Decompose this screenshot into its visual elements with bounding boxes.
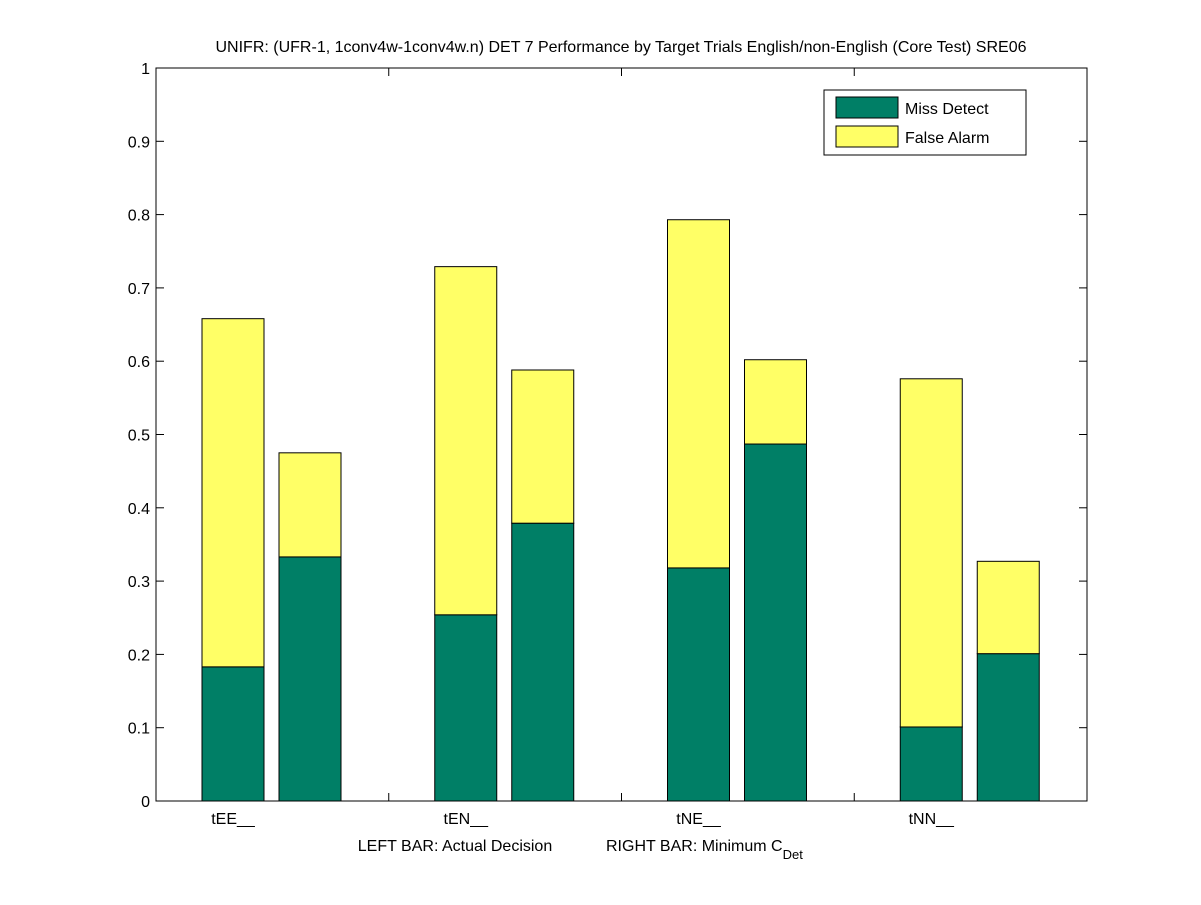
y-tick-label: 0.1	[128, 721, 150, 738]
x-tick-label-tee: tEE__	[211, 811, 256, 828]
bar-tee-actual-decision-false-alarm	[201, 318, 265, 668]
y-tick-label: 0.4	[128, 501, 150, 518]
chart-title: UNIFR: (UFR-1, 1conv4w-1conv4w.n) DET 7 …	[216, 39, 1027, 56]
x-axis-label-right-bar-main: RIGHT BAR: Minimum C	[606, 838, 783, 855]
bar-tne-actual-decision-false-alarm	[667, 219, 730, 569]
y-tick-label: 0.9	[128, 134, 150, 151]
y-tick-label: 0.2	[128, 647, 150, 664]
y-tick-label: 0.3	[128, 574, 150, 591]
x-axis-ticks: tEE__ tEN__ tNE__ tNN__	[211, 68, 955, 828]
y-tick-label: 0.8	[128, 208, 150, 225]
x-axis-label-right-bar-subscript: Det	[783, 847, 804, 862]
x-tick-label-tnn: tNN__	[909, 811, 955, 828]
bar-ten-actual-decision-miss-detect	[434, 614, 498, 802]
y-tick-label: 0.5	[128, 428, 150, 445]
bar-ten-actual-decision-false-alarm	[434, 266, 498, 616]
y-tick-label: 0	[141, 794, 150, 811]
bar-tne-actual-decision-miss-detect	[667, 567, 730, 802]
x-axis-label-left-bar: LEFT BAR: Actual Decision	[358, 838, 552, 855]
bar-tne-minimum-cdet-miss-detect	[744, 443, 807, 802]
y-tick-label: 0.7	[128, 281, 150, 298]
legend-swatch-miss-detect	[835, 96, 899, 119]
bar-ten-minimum-cdet-false-alarm	[511, 369, 575, 524]
bar-ten-minimum-cdet-miss-detect	[511, 522, 575, 802]
legend-label-false-alarm: False Alarm	[905, 130, 989, 147]
y-tick-label: 1	[141, 61, 150, 78]
bar-tnn-minimum-cdet-false-alarm	[976, 560, 1040, 655]
bar-tne-minimum-cdet-false-alarm	[744, 359, 807, 445]
y-tick-label: 0.6	[128, 354, 150, 371]
bar-tnn-actual-decision-miss-detect	[899, 726, 963, 802]
bar-tee-actual-decision-miss-detect	[201, 666, 265, 802]
x-tick-label-tne: tNE__	[676, 811, 722, 828]
bars-layer	[201, 219, 1040, 802]
bar-tnn-minimum-cdet-miss-detect	[976, 653, 1040, 802]
legend: Miss Detect False Alarm	[823, 89, 1027, 156]
x-tick-label-ten: tEN__	[444, 811, 490, 828]
bar-tee-minimum-cdet-miss-detect	[278, 556, 342, 802]
x-axis-label-right-bar: RIGHT BAR: Minimum CDet	[606, 838, 803, 862]
bar-tee-minimum-cdet-false-alarm	[278, 452, 342, 558]
legend-swatch-false-alarm	[835, 125, 899, 148]
y-axis-ticks: 0 0.1 0.2 0.3 0.4 0.5 0.6 0.7 0.8 0.9 1	[128, 61, 1087, 811]
bar-tnn-actual-decision-false-alarm	[899, 378, 963, 728]
legend-label-miss-detect: Miss Detect	[905, 101, 989, 118]
